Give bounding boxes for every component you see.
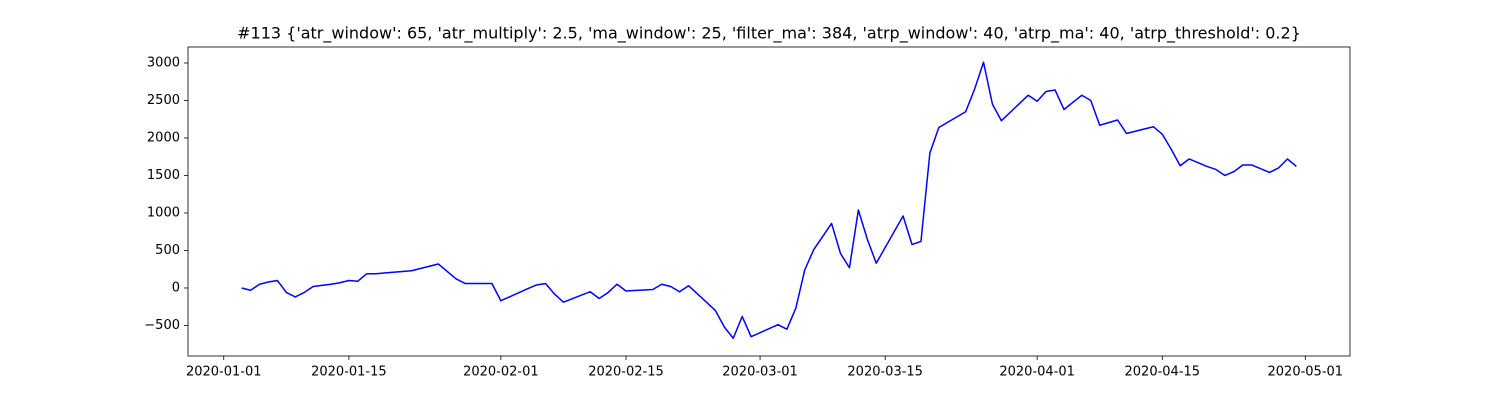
x-tick-label: 2020-04-01 <box>999 365 1075 380</box>
y-tick-label: 2500 <box>147 93 180 108</box>
y-tick-label: 1000 <box>147 205 180 220</box>
x-tick-label: 2020-01-01 <box>186 365 262 380</box>
y-tick-label: 0 <box>172 280 180 295</box>
x-tick-label: 2020-01-15 <box>311 365 387 380</box>
x-tick-label: 2020-05-01 <box>1268 365 1344 380</box>
data-line <box>241 61 1297 339</box>
chart-title: #113 {'atr_window': 65, 'atr_multiply': … <box>237 24 1301 44</box>
y-tick-label: 500 <box>155 243 180 258</box>
x-tick-label: 2020-03-01 <box>722 365 798 380</box>
x-tick-label: 2020-02-01 <box>463 365 539 380</box>
y-tick-label: 2000 <box>147 130 180 145</box>
y-tick-label: 1500 <box>147 168 180 183</box>
x-tick-label: 2020-02-15 <box>588 365 664 380</box>
y-tick-label: 3000 <box>147 55 180 70</box>
x-tick-label: 2020-04-15 <box>1125 365 1201 380</box>
x-tick-label: 2020-03-15 <box>847 365 923 380</box>
y-tick-label: −500 <box>144 318 180 333</box>
plot-frame <box>187 46 1351 357</box>
